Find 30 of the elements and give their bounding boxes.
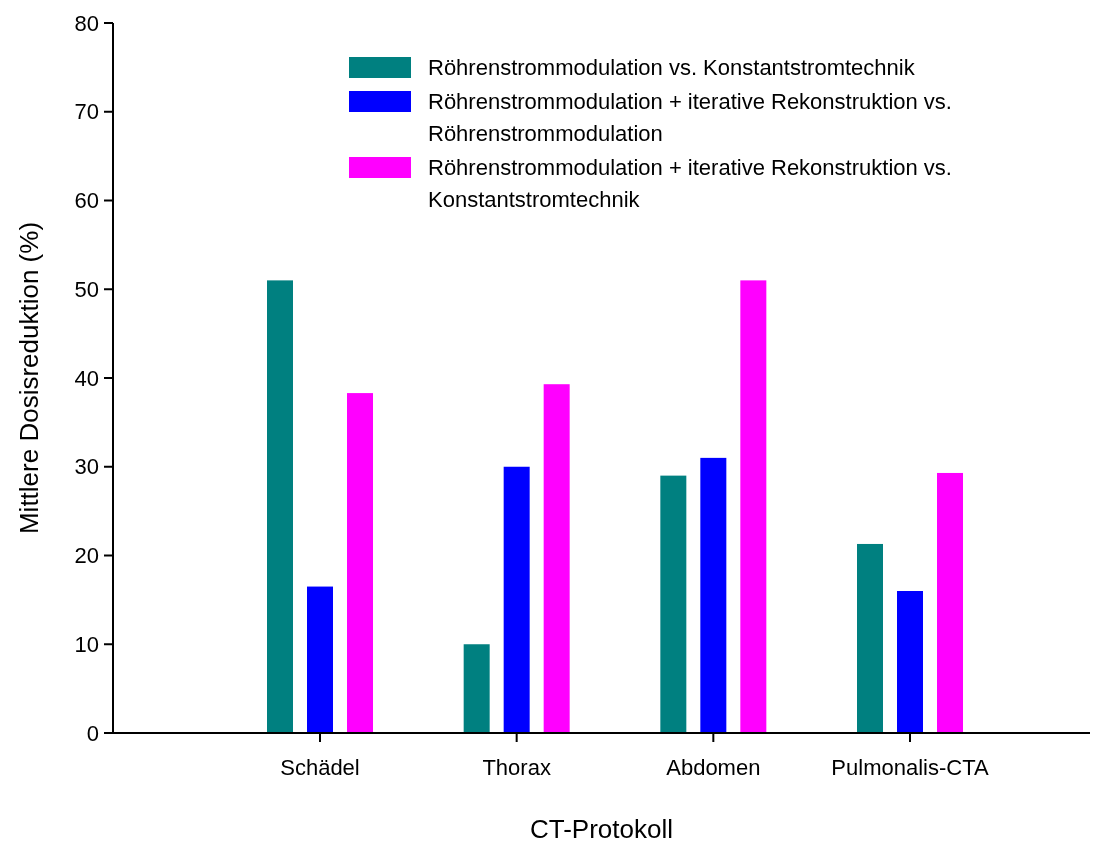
bar xyxy=(463,644,490,733)
bar xyxy=(897,591,923,733)
y-tick-label: 10 xyxy=(74,631,99,657)
y-tick-label: 70 xyxy=(74,99,99,125)
bar xyxy=(347,393,373,733)
y-tick-label: 20 xyxy=(74,543,99,569)
y-tick-label: 0 xyxy=(86,720,99,746)
x-tick-label: Abdomen xyxy=(666,755,761,780)
legend-label: Röhrenstrommodulation vs. Konstantstromtechnik xyxy=(428,55,916,80)
bar xyxy=(700,457,727,733)
bar xyxy=(937,472,963,733)
x-tick-label: Pulmonalis-CTA xyxy=(831,755,989,780)
x-tick-label: Thorax xyxy=(482,755,551,780)
legend-label: Röhrenstrommodulation + iterative Rekonstruktion vs. Konstantstromtechnik xyxy=(428,155,952,212)
bar xyxy=(503,466,530,733)
y-tick-label: 80 xyxy=(74,10,99,36)
x-axis-title: CT-Protokoll xyxy=(529,814,674,843)
x-tick-label: Schädel xyxy=(280,755,360,780)
bar xyxy=(740,280,767,733)
y-tick-label: 30 xyxy=(74,454,99,480)
y-tick-label: 50 xyxy=(74,276,99,302)
bar xyxy=(267,280,293,733)
bar xyxy=(857,543,883,733)
bar xyxy=(660,475,687,733)
y-axis-title: Mittlere Dosisreduktion (%) xyxy=(14,221,44,535)
y-tick-label: 40 xyxy=(74,365,99,391)
legend-label: Röhrenstrommodulation + iterative Rekonstruktion vs. Röhrenstrommodulation xyxy=(428,89,952,146)
bar xyxy=(543,384,570,733)
y-tick-label: 60 xyxy=(74,188,99,214)
bar xyxy=(307,586,333,733)
